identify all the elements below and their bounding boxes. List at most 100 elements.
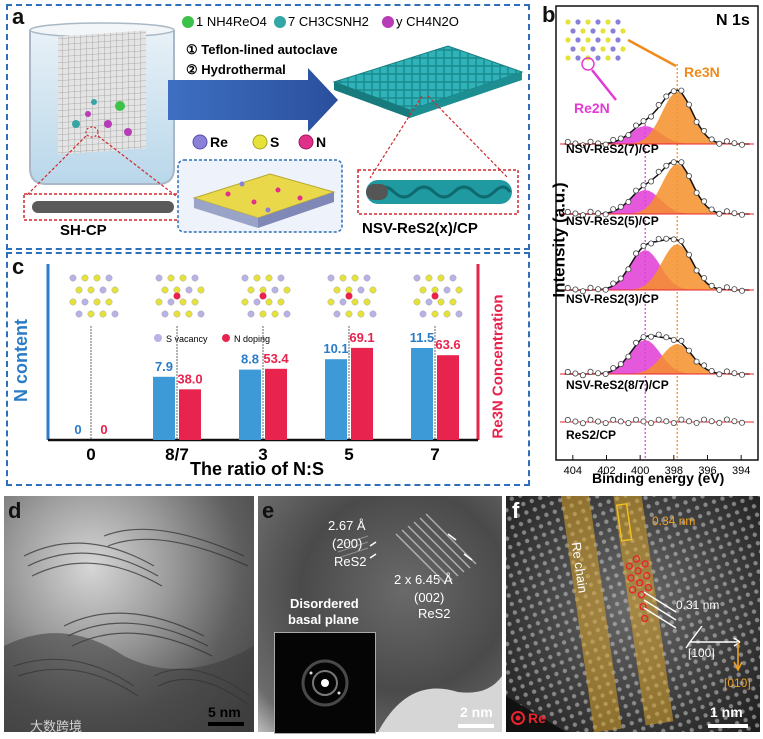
structure-thumb-1 [155,274,205,318]
data-point [655,235,662,242]
atom [253,274,261,282]
data-point [723,208,730,215]
re-chain-band-1 [560,496,622,732]
peak-re2n: Re2N [574,100,610,116]
data-point [708,206,715,213]
data-point [738,419,745,426]
panel-a-frame [6,4,530,250]
fit-re3n-2 [564,244,750,290]
atom [425,274,433,282]
data-point [617,361,624,368]
atom [277,274,285,282]
atom [615,19,621,25]
atom [580,46,586,52]
chart-c-ylabel-left: N content [11,319,31,402]
data-point [693,189,700,196]
data-point [723,284,730,291]
data-point [701,198,708,205]
data-point [738,211,745,218]
data-point [595,286,602,293]
data-point [602,370,609,377]
atom [620,28,626,34]
ann1-plane: (200) [332,536,363,551]
data-point [633,339,640,346]
fit-re3n-0 [564,92,750,144]
data-point [633,122,640,129]
category-label-1: 8/7 [165,445,189,464]
atom [247,310,255,318]
data-point [685,251,692,258]
data-point [617,418,624,425]
data-point [731,418,738,425]
atom [333,310,341,318]
data-point [685,172,692,179]
atom [443,286,451,294]
crystal-slab [192,173,336,228]
legend-s-vacancy: S vacancy [166,334,208,344]
atom [413,274,421,282]
atom [197,286,205,294]
data-point [595,418,602,425]
data-point [655,416,662,423]
atom [283,310,291,318]
atom [585,19,591,25]
data-point [716,210,723,217]
atom [605,37,611,43]
spectrum-label-1: NSV-ReS2(7)/CP [566,142,659,156]
atom [99,310,107,318]
data-point [602,141,609,148]
atom [185,286,193,294]
product-mat [332,45,524,118]
data-point [701,275,708,282]
atom [419,310,427,318]
fit-re3n-3 [564,344,750,374]
atom [575,55,581,61]
panel-d-label: d [8,498,22,523]
data-point [572,418,579,425]
value-label-n-1: 7.9 [155,359,173,374]
bar-n-content-3 [325,359,347,440]
data-point [716,140,723,147]
data-point [602,420,609,427]
atom [413,298,421,306]
atom [81,298,89,306]
atom-s: S [270,134,280,150]
data-point [640,182,647,189]
atom [369,286,377,294]
data-point [670,88,677,95]
data-point [701,127,708,134]
atom [161,310,169,318]
spectrum-label-5: ReS2/CP [566,428,617,442]
data-point [678,416,685,423]
arrow-re2n [591,69,617,101]
chart-c-xlabel: The ratio of N:S [190,459,324,479]
data-point [610,206,617,213]
data-point [602,286,609,293]
panel-b-frame [555,5,759,461]
tick-label-0: 404 [564,465,582,477]
chart-c-ylabel-right: Re3N Concentration [489,294,507,439]
panel-a-drawing [23,16,524,233]
data-point [564,368,571,375]
atom [419,286,427,294]
inset-title-1: Disordered [290,596,359,611]
data-point [723,138,730,145]
direction-100: [100] [688,646,715,660]
atom [580,28,586,34]
data-point [648,333,655,340]
atom [111,286,119,294]
data-point [723,416,730,423]
value-label-n-4: 11.5 [410,330,435,345]
spacing-d1: 0.34 nm [652,514,696,528]
data-point [685,347,692,354]
atom [345,286,353,294]
data-point [564,416,571,423]
bar-re3n-2 [265,368,287,440]
data-point [625,420,632,427]
data-point [670,419,677,426]
atom [449,298,457,306]
structure-thumb-3 [327,274,377,318]
panel-f-scale-text: 1 nm [710,704,743,720]
panel-f-scalebar [708,724,748,728]
data-point [564,284,571,291]
